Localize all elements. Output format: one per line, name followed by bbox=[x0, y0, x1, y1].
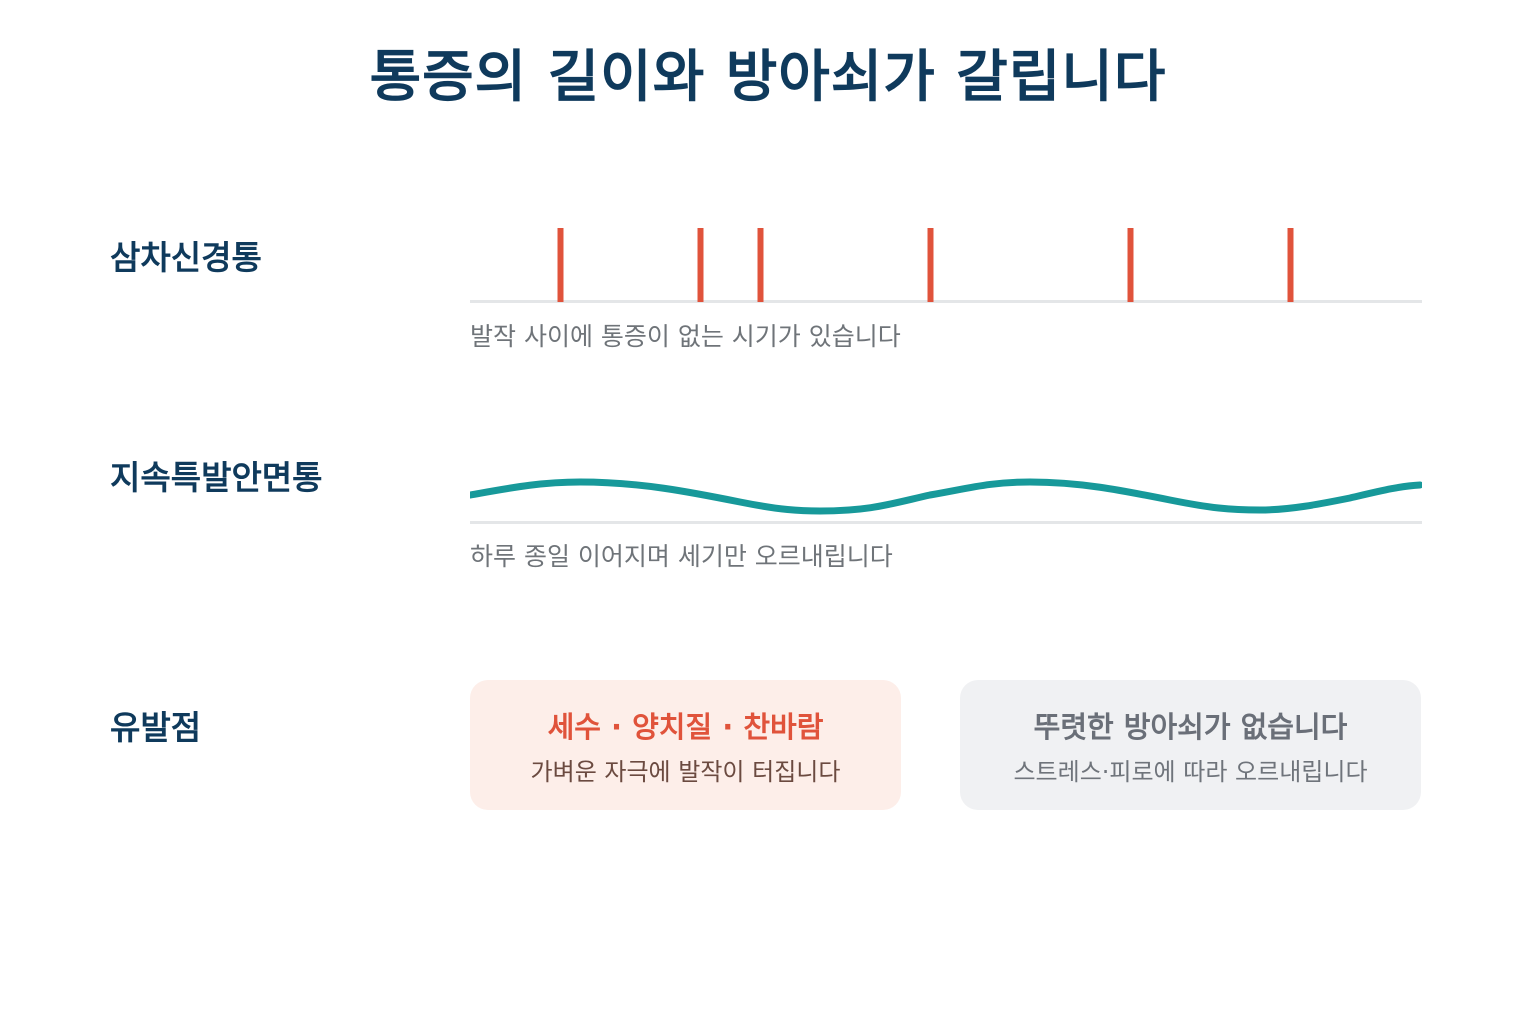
no-trigger-card-subtitle: 스트레스·피로에 따라 오르내립니다 bbox=[1013, 758, 1368, 786]
trigger-card: 세수 · 양치질 · 찬바람 가벼운 자극에 발작이 터집니다 bbox=[470, 680, 901, 810]
page-title: 통증의 길이와 방아쇠가 갈립니다 bbox=[369, 45, 1167, 110]
pain-spike bbox=[927, 228, 934, 302]
pain-spike bbox=[1127, 228, 1134, 302]
pain-spike bbox=[557, 228, 564, 302]
trigger-card-subtitle: 가벼운 자극에 발작이 터집니다 bbox=[530, 758, 841, 786]
pain-spike bbox=[1287, 228, 1294, 302]
spike-timeline bbox=[470, 228, 1422, 303]
row-label-persistent-facial-pain: 지속특발안면통 bbox=[110, 458, 323, 497]
no-trigger-card: 뚜렷한 방아쇠가 없습니다 스트레스·피로에 따라 오르내립니다 bbox=[960, 680, 1421, 810]
no-trigger-card-title: 뚜렷한 방아쇠가 없습니다 bbox=[1033, 710, 1348, 744]
row-caption-trigeminal-neuralgia: 발작 사이에 통증이 없는 시기가 있습니다 bbox=[470, 322, 901, 351]
pain-intensity-wave bbox=[470, 478, 1422, 515]
row-label-trigeminal-neuralgia: 삼차신경통 bbox=[110, 238, 262, 277]
pain-spike bbox=[697, 228, 704, 302]
pain-spike bbox=[757, 228, 764, 302]
wave-timeline bbox=[470, 478, 1422, 524]
trigger-card-title: 세수 · 양치질 · 찬바람 bbox=[547, 710, 824, 744]
row-caption-persistent-facial-pain: 하루 종일 이어지며 세기만 오르내립니다 bbox=[470, 542, 893, 571]
row-label-trigger-point: 유발점 bbox=[110, 708, 202, 747]
